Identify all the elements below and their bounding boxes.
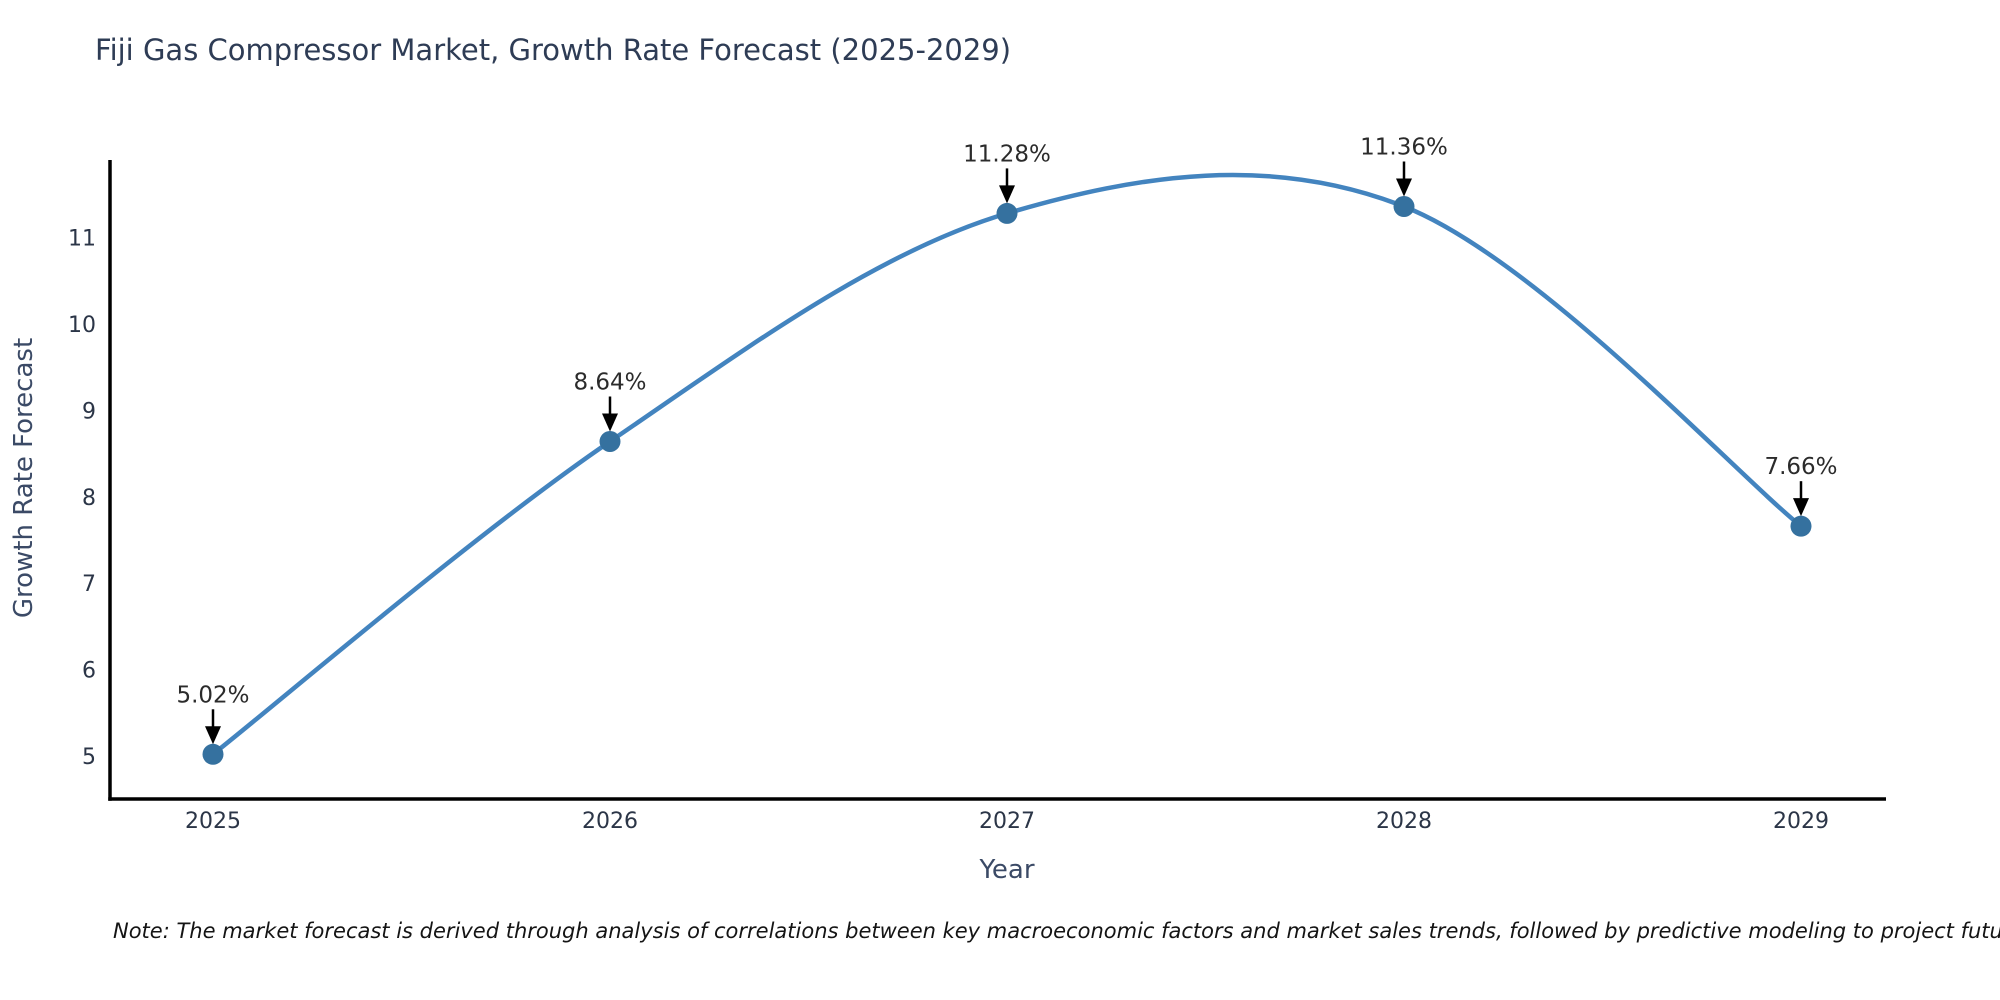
y-axis-title: Growth Rate Forecast <box>9 338 39 618</box>
y-tick-label: 6 <box>82 659 96 684</box>
annotation-arrow-head <box>205 726 221 745</box>
data-point-marker <box>1790 515 1812 537</box>
y-tick-label: 8 <box>82 486 96 511</box>
annotation-arrow-head <box>602 413 618 432</box>
x-tick-label: 2029 <box>1773 809 1829 834</box>
data-point-marker <box>599 431 621 453</box>
y-tick-label: 5 <box>82 745 96 770</box>
y-tick-label: 7 <box>82 572 96 597</box>
forecast-line <box>210 172 1804 757</box>
plot-area: 5 6 7 8 9 10 11 2025 2026 2027 2028 2029 5.02% 8.64% 1… <box>68 134 1886 834</box>
y-tick-label: 9 <box>82 399 96 424</box>
x-tick-label: 2025 <box>185 809 241 834</box>
annotation-arrow-head <box>1793 498 1809 517</box>
chart-title: Fiji Gas Compressor Market, Growth Rate … <box>95 33 1012 67</box>
x-tick-label: 2026 <box>582 809 638 834</box>
data-point-label: 5.02% <box>176 682 249 708</box>
annotation-arrow-head <box>999 185 1015 204</box>
y-tick-label: 11 <box>68 227 96 252</box>
data-point-marker <box>1393 195 1415 217</box>
annotation-arrow-head <box>1396 178 1412 197</box>
data-point-label: 11.36% <box>1360 134 1448 160</box>
y-tick-label: 10 <box>68 313 96 338</box>
x-tick-label: 2028 <box>1376 809 1432 834</box>
data-point-label: 11.28% <box>963 141 1051 167</box>
footnote: Note: The market forecast is derived thr… <box>113 919 2000 943</box>
x-tick-label: 2027 <box>979 809 1035 834</box>
x-axis-title: Year <box>978 855 1034 885</box>
data-point-label: 8.64% <box>573 370 646 396</box>
data-point-marker <box>202 743 224 765</box>
data-point-marker <box>996 202 1018 224</box>
data-point-label: 7.66% <box>1764 454 1837 480</box>
